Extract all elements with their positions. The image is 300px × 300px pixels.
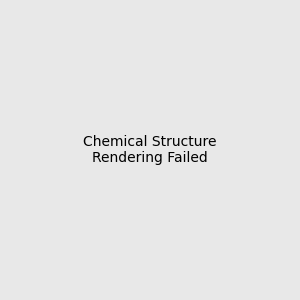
Text: Chemical Structure
Rendering Failed: Chemical Structure Rendering Failed — [83, 135, 217, 165]
